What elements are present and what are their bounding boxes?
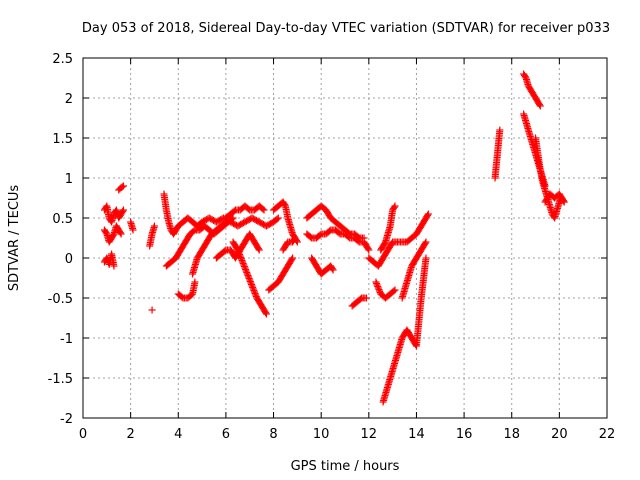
data-point [536,102,544,110]
data-point [328,265,336,273]
x-tick-label: 0 [79,427,87,442]
axis-ticks: 0 2 4 6 8 10 12 14 16 18 20 22 -2 -1.5 -1 -0.5 0 0.5 1 1.5 2… [48,52,616,442]
y-tick-label: 1 [65,172,73,187]
data-point [260,206,268,214]
data-point [421,239,429,247]
data-point [422,238,430,246]
y-tick-label: 2.5 [52,52,73,67]
data-point [391,286,399,294]
chart-title: Day 053 of 2018, Sidereal Day-to-day VTE… [82,21,610,36]
data-point [119,206,127,214]
data-point [391,202,399,210]
x-tick-label: 4 [174,427,182,442]
data-point [191,278,199,286]
data-point [365,246,373,254]
data-point [274,214,282,222]
grid [83,58,607,418]
y-tick-label: 2 [65,92,73,107]
data-point [390,287,398,295]
x-tick-label: 16 [456,427,473,442]
data-point [117,230,125,238]
data-point [259,205,267,213]
data-point [119,182,127,190]
data-point [148,306,156,314]
x-tick-label: 2 [126,427,134,442]
data-point [119,207,127,215]
data-point [424,211,432,219]
data-point [288,255,296,263]
data-point [110,262,118,270]
data-point [424,210,432,218]
x-tick-label: 8 [269,427,277,442]
data-point [364,245,372,253]
data-point [228,215,236,223]
y-tick-label: 0 [65,252,73,267]
data-point [109,231,117,239]
x-tick-label: 6 [222,427,230,442]
x-tick-label: 22 [599,427,616,442]
data-point [289,254,297,262]
y-tick-label: 0.5 [52,212,73,227]
data-point [381,239,389,247]
data-point [559,197,567,205]
data-point [255,246,263,254]
data-point [496,126,504,134]
data-point [129,226,137,234]
data-point [116,229,124,237]
data-point [560,198,568,206]
y-tick-label: 1.5 [52,132,73,147]
data-point [229,214,237,222]
data-point [422,254,430,262]
y-tick-label: -0.5 [48,292,73,307]
data-point [118,183,126,191]
data-point [262,309,270,317]
data-point [273,215,281,223]
x-tick-label: 14 [408,427,425,442]
x-tick-label: 20 [551,427,568,442]
data-point [291,234,299,242]
x-axis-label: GPS time / hours [291,459,400,474]
data-point [390,203,398,211]
x-tick-label: 10 [313,427,330,442]
data-point [281,201,289,209]
x-tick-label: 12 [361,427,378,442]
data-point [290,235,298,243]
data-point [329,266,337,274]
y-tick-label: -2 [60,412,73,427]
x-tick-label: 18 [503,427,520,442]
data-point [150,222,158,230]
y-tick-label: -1 [60,332,73,347]
y-tick-label: -1.5 [48,372,73,387]
data-points [100,70,568,406]
y-axis-label: SDTVAR / TECUs [7,185,22,292]
data-point [362,294,370,302]
data-point [254,245,262,253]
data-point [262,310,270,318]
data-point [221,219,229,227]
plot-frame [82,57,608,419]
data-point [536,101,544,109]
